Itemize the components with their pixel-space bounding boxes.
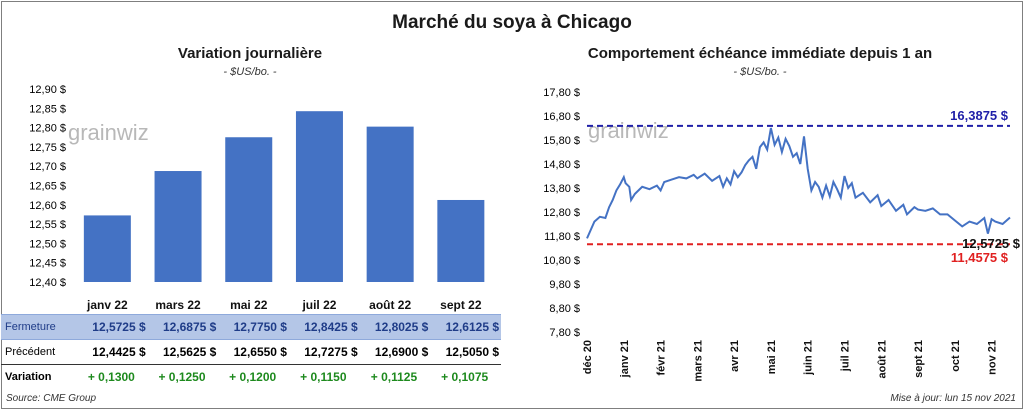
line-chart-unit: - $US/bo. - — [733, 66, 787, 78]
bar-chart-unit: - $US/bo. - — [223, 66, 277, 78]
x-tick-label: avr 21 — [729, 340, 741, 372]
y-tick-label: 17,80 $ — [543, 87, 580, 99]
x-category-label: août 22 — [369, 298, 411, 312]
table-cell: 12,4425 $ — [92, 345, 146, 359]
low-value-label: 11,4575 $ — [951, 250, 1009, 265]
table-cell: 12,8425 $ — [304, 320, 358, 334]
table-row-precedent: Précédent 12,4425 $ 12,5625 $ 12,6550 $ … — [1, 340, 501, 365]
y-tick-label: 12,80 $ — [543, 207, 580, 219]
x-tick-label: nov 21 — [987, 340, 999, 375]
y-tick-label: 11,80 $ — [544, 231, 580, 243]
source-note: Source: CME Group — [6, 393, 97, 404]
x-tick-label: oct 21 — [950, 340, 962, 372]
table-cell: 12,6900 $ — [374, 345, 429, 359]
x-category-label: sept 22 — [440, 298, 482, 312]
y-tick-label: 10,80 $ — [543, 255, 580, 267]
bar — [437, 199, 485, 282]
grainwiz-watermark-right: grainwiz — [588, 118, 669, 143]
y-tick-label: 15,80 $ — [543, 135, 580, 147]
table-cell: 12,7750 $ — [233, 320, 287, 334]
table-cell: 12,6125 $ — [445, 320, 499, 334]
row-label: Variation — [5, 371, 52, 383]
table-cell: + 0,1150 — [300, 370, 347, 384]
x-category-label: mai 22 — [230, 298, 268, 312]
x-tick-label: juin 21 — [803, 340, 815, 376]
table-row-fermeture: Fermeture 12,5725 $ 12,6875 $ 12,7750 $ … — [1, 314, 501, 340]
x-tick-label: août 21 — [876, 340, 888, 379]
table-cell: 12,5050 $ — [445, 345, 499, 359]
bar — [225, 137, 273, 282]
table-cell: + 0,1075 — [441, 370, 489, 384]
price-series-line — [586, 127, 1011, 239]
y-tick-label: 12,55 $ — [29, 219, 66, 231]
line-chart: grainwiz 7,80 $ 8,80 $ 9,80 $ 10,80 $ 11,80 … — [543, 87, 1021, 382]
bar — [83, 215, 131, 282]
table-cell: + 0,1300 — [87, 370, 135, 384]
high-value-label: 16,3875 $ — [950, 108, 1009, 123]
x-tick-label: janv 21 — [619, 340, 631, 378]
x-tick-label: mars 21 — [692, 340, 704, 382]
y-tick-label: 12,90 $ — [29, 84, 66, 96]
y-tick-label: 12,60 $ — [29, 200, 66, 212]
y-tick-label: 12,45 $ — [29, 258, 66, 270]
y-tick-label: 8,80 $ — [549, 303, 580, 315]
y-tick-label: 12,85 $ — [29, 103, 66, 115]
table-cell: 12,5625 $ — [162, 345, 217, 359]
current-value-label: 12,5725 $ — [962, 236, 1021, 251]
table-cell: 12,7275 $ — [304, 345, 358, 359]
x-tick-label: mai 21 — [766, 340, 778, 374]
bar — [154, 171, 202, 282]
y-tick-label: 9,80 $ — [549, 279, 580, 291]
table-cell: + 0,1125 — [370, 370, 418, 384]
table-cell: + 0,1250 — [158, 370, 206, 384]
table-row-variation: Variation + 0,1300 + 0,1250 + 0,1200 + 0… — [1, 364, 501, 390]
y-tick-label: 12,70 $ — [29, 161, 66, 173]
line-chart-title: Comportement échéance immédiate depuis 1… — [587, 45, 933, 62]
y-tick-label: 12,40 $ — [29, 277, 66, 289]
update-date: Mise à jour: lun 15 nov 2021 — [890, 393, 1016, 404]
grainwiz-watermark: grainwiz — [68, 120, 149, 145]
y-tick-label: 13,80 $ — [543, 183, 580, 195]
x-tick-label: sept 21 — [913, 340, 925, 378]
row-label: Fermeture — [5, 321, 56, 333]
y-tick-label: 12,65 $ — [29, 181, 66, 193]
table-cell: + 0,1200 — [229, 370, 277, 384]
y-tick-label: 16,80 $ — [543, 111, 580, 123]
x-category-label: juil 22 — [301, 298, 336, 312]
x-category-label: janv 22 — [86, 298, 128, 312]
row-label: Précédent — [5, 346, 56, 358]
bar — [295, 111, 343, 282]
y-tick-label: 12,50 $ — [29, 238, 66, 250]
x-tick-label: févr 21 — [656, 340, 668, 375]
bar-chart-title: Variation journalière — [177, 45, 323, 62]
y-tick-label: 12,75 $ — [29, 142, 66, 154]
contract-summary-table: Fermeture 12,5725 $ 12,6875 $ 12,7750 $ … — [1, 314, 501, 389]
table-cell: 12,6875 $ — [162, 320, 217, 334]
table-cell: 12,8025 $ — [374, 320, 429, 334]
table-cell: 12,6550 $ — [233, 345, 287, 359]
y-tick-label: 12,80 $ — [29, 123, 66, 135]
x-category-label: mars 22 — [155, 298, 201, 312]
x-tick-label: juil 21 — [839, 340, 851, 372]
y-tick-label: 7,80 $ — [549, 327, 580, 339]
x-tick-label: déc 20 — [582, 340, 594, 374]
table-cell: 12,5725 $ — [92, 320, 146, 334]
y-tick-label: 14,80 $ — [543, 159, 580, 171]
bar-chart: grainwiz 12,40 $ 12,45 $ 12,50 $ 12,55 $ 12,… — [29, 84, 485, 312]
bar — [366, 126, 414, 282]
main-title: Marché du soya à Chicago — [392, 12, 632, 33]
